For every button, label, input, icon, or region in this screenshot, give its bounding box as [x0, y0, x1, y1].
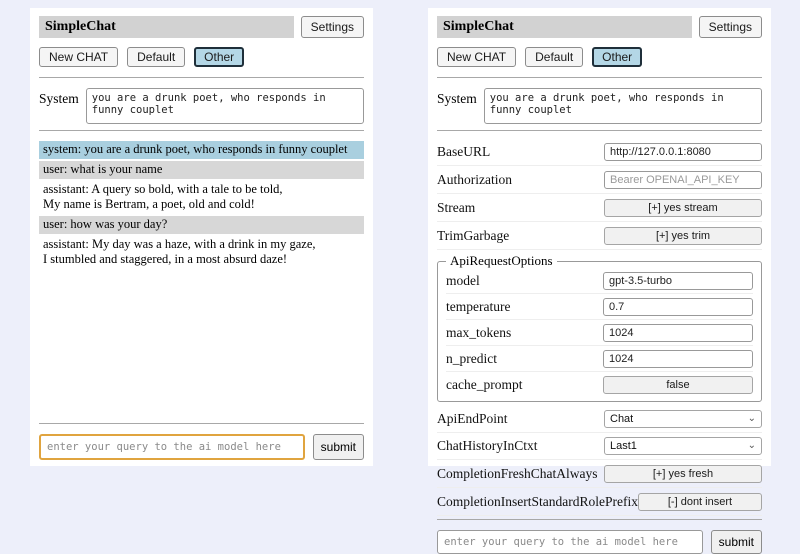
- settings-button[interactable]: Settings: [698, 16, 762, 38]
- chat-message-system: system: you are a drunk poet, who respon…: [39, 141, 364, 159]
- divider: [39, 423, 364, 424]
- setting-row-stream: Stream [+] yes stream: [437, 195, 762, 222]
- system-prompt-row: System: [437, 88, 762, 124]
- stream-toggle-button[interactable]: [+] yes stream: [604, 199, 762, 217]
- system-prompt-label: System: [39, 91, 79, 106]
- chat-panel: SimpleChat Settings New CHAT Default Oth…: [30, 8, 373, 466]
- titlebar: SimpleChat Settings: [39, 16, 364, 38]
- session-tab-default[interactable]: Default: [127, 47, 186, 67]
- submit-button[interactable]: submit: [710, 530, 762, 554]
- system-prompt-label: System: [437, 91, 477, 106]
- setting-row-completion-insert-prefix: CompletionInsertStandardRolePrefix [-] d…: [437, 489, 762, 516]
- model-input[interactable]: [603, 272, 753, 290]
- api-endpoint-selected-value: Chat: [610, 413, 634, 425]
- baseurl-input[interactable]: [604, 143, 762, 161]
- chevron-down-icon: ⌄: [747, 440, 756, 451]
- divider: [437, 130, 762, 131]
- n-predict-input[interactable]: [603, 350, 753, 368]
- n-predict-label: n_predict: [446, 350, 497, 366]
- spacer: [39, 271, 364, 421]
- system-prompt-input[interactable]: [483, 88, 762, 124]
- completion-fresh-toggle-button[interactable]: [+] yes fresh: [604, 465, 762, 483]
- setting-row-baseurl: BaseURL: [437, 139, 762, 166]
- system-prompt-input[interactable]: [85, 88, 364, 124]
- query-row: submit: [437, 530, 762, 554]
- cache-prompt-toggle-button[interactable]: false: [603, 376, 753, 394]
- chat-message-assistant: assistant: My day was a haze, with a dri…: [39, 236, 364, 269]
- divider: [39, 77, 364, 78]
- setting-row-model: model: [446, 269, 753, 294]
- temperature-input[interactable]: [603, 298, 753, 316]
- cache-prompt-label: cache_prompt: [446, 376, 523, 392]
- api-endpoint-select[interactable]: Chat ⌄: [604, 410, 762, 428]
- api-request-options-legend: ApiRequestOptions: [450, 253, 553, 268]
- temperature-label: temperature: [446, 298, 511, 314]
- setting-row-authorization: Authorization: [437, 167, 762, 194]
- setting-row-cache-prompt: cache_prompt false: [446, 373, 753, 397]
- divider: [437, 77, 762, 78]
- max-tokens-input[interactable]: [603, 324, 753, 342]
- setting-row-chat-history: ChatHistoryInCtxt Last1 ⌄: [437, 434, 762, 460]
- authorization-input[interactable]: [604, 171, 762, 189]
- query-input[interactable]: [39, 434, 305, 460]
- chat-history-select[interactable]: Last1 ⌄: [604, 437, 762, 455]
- settings-panel: SimpleChat Settings New CHAT Default Oth…: [428, 8, 771, 554]
- session-tab-other[interactable]: Other: [592, 47, 643, 67]
- query-input[interactable]: [437, 530, 703, 554]
- session-toolbar: New CHAT Default Other: [39, 47, 364, 67]
- completion-insert-prefix-label: CompletionInsertStandardRolePrefix: [437, 493, 638, 509]
- session-toolbar: New CHAT Default Other: [437, 47, 762, 67]
- setting-row-temperature: temperature: [446, 295, 753, 320]
- setting-row-max-tokens: max_tokens: [446, 321, 753, 346]
- model-label: model: [446, 272, 480, 288]
- completion-fresh-label: CompletionFreshChatAlways: [437, 465, 598, 481]
- chat-history-selected-value: Last1: [610, 440, 637, 452]
- setting-row-n-predict: n_predict: [446, 347, 753, 372]
- setting-row-trimgarbage: TrimGarbage [+] yes trim: [437, 223, 762, 250]
- api-request-options-fieldset: ApiRequestOptions model temperature max_…: [437, 253, 762, 402]
- divider: [39, 130, 364, 131]
- chat-history-label: ChatHistoryInCtxt: [437, 438, 538, 453]
- new-chat-button[interactable]: New CHAT: [437, 47, 517, 67]
- chevron-down-icon: ⌄: [747, 413, 756, 424]
- baseurl-label: BaseURL: [437, 143, 491, 159]
- chat-message-user: user: what is your name: [39, 161, 364, 179]
- stream-label: Stream: [437, 199, 476, 215]
- system-prompt-row: System: [39, 88, 364, 124]
- trimgarbage-label: TrimGarbage: [437, 227, 510, 243]
- query-row: submit: [39, 434, 364, 460]
- chat-message-user: user: how was your day?: [39, 216, 364, 234]
- completion-insert-prefix-toggle-button[interactable]: [-] dont insert: [637, 493, 762, 511]
- submit-button[interactable]: submit: [312, 434, 364, 460]
- settings-button[interactable]: Settings: [300, 16, 364, 38]
- setting-row-api-endpoint: ApiEndPoint Chat ⌄: [437, 407, 762, 433]
- trimgarbage-toggle-button[interactable]: [+] yes trim: [604, 227, 762, 245]
- app-title: SimpleChat: [437, 16, 692, 38]
- max-tokens-label: max_tokens: [446, 324, 512, 340]
- api-endpoint-label: ApiEndPoint: [437, 411, 508, 426]
- setting-row-completion-fresh: CompletionFreshChatAlways [+] yes fresh: [437, 461, 762, 488]
- session-tab-default[interactable]: Default: [525, 47, 584, 67]
- app-title: SimpleChat: [39, 16, 294, 38]
- authorization-label: Authorization: [437, 171, 512, 187]
- new-chat-button[interactable]: New CHAT: [39, 47, 119, 67]
- chat-message-assistant: assistant: A query so bold, with a tale …: [39, 181, 364, 214]
- session-tab-other[interactable]: Other: [194, 47, 245, 67]
- chat-message-list: system: you are a drunk poet, who respon…: [39, 141, 364, 271]
- divider: [437, 519, 762, 520]
- titlebar: SimpleChat Settings: [437, 16, 762, 38]
